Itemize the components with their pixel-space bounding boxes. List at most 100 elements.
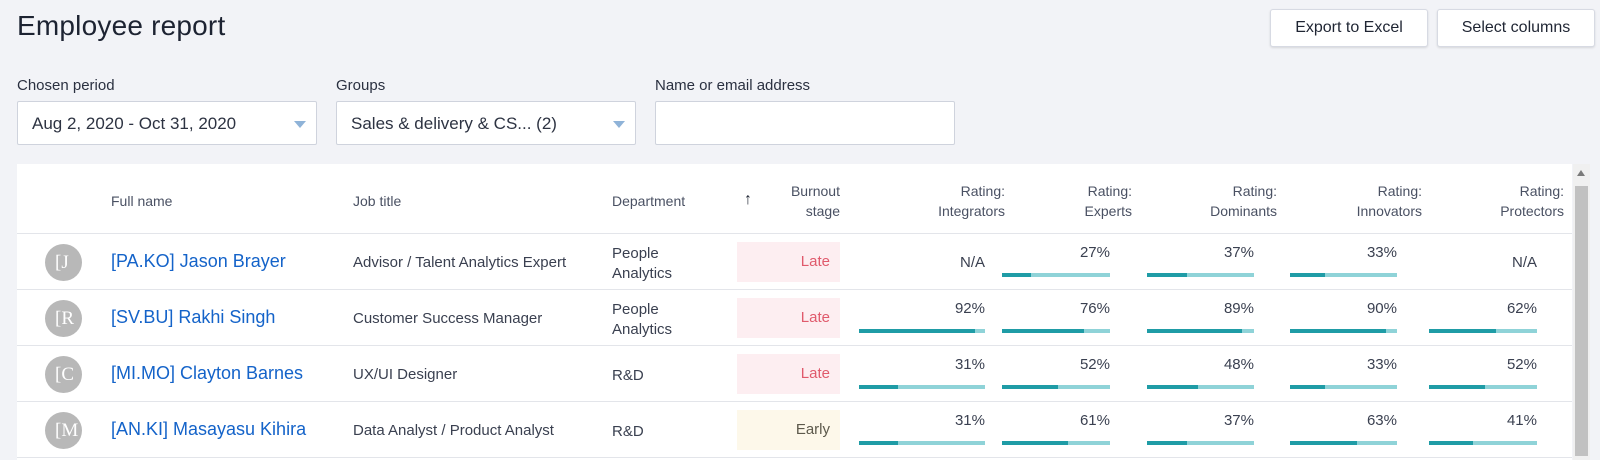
scroll-up-icon[interactable] — [1577, 170, 1585, 176]
rating-bar-track — [859, 441, 985, 445]
rating-bar-fill — [1002, 329, 1085, 333]
groups-select-value: Sales & delivery & CS... (2) — [351, 114, 557, 133]
employee-name-link[interactable]: [MI.MO] Clayton Barnes — [111, 363, 304, 383]
table-row: [M [AN.KI] Masayasu Kihira Data Analyst / … — [17, 402, 1572, 458]
rating-protectors: 62% — [1429, 300, 1537, 336]
rating-bar-fill — [1147, 329, 1243, 333]
rating-experts-value: 61% — [1079, 412, 1110, 429]
rating-integrators: 31% — [859, 412, 985, 448]
rating-integrators-value: 31% — [954, 356, 985, 373]
rating-protectors-value: 41% — [1506, 412, 1537, 429]
rating-integrators: 92% — [859, 300, 985, 336]
avatar: [M — [45, 412, 82, 449]
period-select-value: Aug 2, 2020 - Oct 31, 2020 — [32, 114, 237, 133]
job-title: Advisor / Talent Analytics Expert — [353, 254, 567, 271]
groups-select[interactable]: Sales & delivery & CS... (2) — [336, 101, 636, 145]
select-columns-button[interactable]: Select columns — [1437, 9, 1595, 47]
burnout-stage-badge: Late — [737, 354, 840, 394]
rating-bar-track — [1002, 441, 1110, 445]
rating-innovators: 33% — [1290, 356, 1397, 392]
rating-bar-fill — [1147, 273, 1187, 277]
page-title: Employee report — [17, 10, 226, 41]
rating-integrators-value: N/A — [959, 254, 985, 271]
rating-experts: 27% — [1002, 244, 1110, 280]
rating-dominants-value: 37% — [1223, 412, 1254, 429]
rating-experts: 61% — [1002, 412, 1110, 448]
table-header: Full name Job title Department ↑ Burnout… — [17, 164, 1572, 234]
name-email-input[interactable] — [655, 101, 955, 145]
rating-bar-track — [859, 329, 985, 333]
rating-dominants: 48% — [1147, 356, 1254, 392]
employee-name-link[interactable]: [PA.KO] Jason Brayer — [111, 251, 286, 271]
table-row: [C [MI.MO] Clayton Barnes UX/UI Designer R&… — [17, 346, 1572, 402]
rating-bar-fill — [1147, 441, 1187, 445]
header-rating-protectors[interactable]: Rating: Protectors — [1500, 183, 1564, 219]
burnout-stage-badge: Early — [737, 410, 840, 450]
rating-bar-track — [1002, 329, 1110, 333]
period-select[interactable]: Aug 2, 2020 - Oct 31, 2020 — [17, 101, 317, 145]
rating-bar-fill — [1429, 441, 1474, 445]
job-title: Data Analyst / Product Analyst — [353, 422, 554, 439]
burnout-stage-badge: Late — [737, 242, 840, 282]
rating-dominants: 89% — [1147, 300, 1254, 336]
rating-bar-fill — [1429, 385, 1486, 389]
header-job-title[interactable]: Job title — [353, 193, 402, 209]
rating-innovators-value: 33% — [1366, 244, 1397, 261]
rating-innovators-value: 90% — [1366, 300, 1397, 317]
rating-protectors: 52% — [1429, 356, 1537, 392]
rating-bar-fill — [1002, 441, 1068, 445]
rating-bar-track — [1290, 273, 1397, 277]
rating-innovators-value: 33% — [1366, 356, 1397, 373]
department: People Analytics — [612, 301, 673, 338]
header-rating-dominants[interactable]: Rating: Dominants — [1210, 183, 1277, 219]
rating-bar-track — [1147, 385, 1254, 389]
department: R&D — [612, 367, 644, 384]
rating-protectors-value: 62% — [1506, 300, 1537, 317]
avatar: [C — [45, 356, 82, 393]
rating-bar-fill — [1290, 273, 1326, 277]
rating-bar-fill — [1002, 385, 1059, 389]
period-label: Chosen period — [17, 77, 115, 94]
employee-name-link[interactable]: [SV.BU] Rakhi Singh — [111, 307, 276, 327]
avatar: [J — [45, 244, 82, 281]
employee-table: Full name Job title Department ↑ Burnout… — [17, 164, 1572, 460]
rating-innovators: 63% — [1290, 412, 1397, 448]
arrow-up-icon[interactable]: ↑ — [744, 191, 752, 208]
rating-bar-fill — [1290, 329, 1387, 333]
burnout-stage-badge: Late — [737, 298, 840, 338]
rating-bar-fill — [1002, 273, 1032, 277]
header-rating-innovators[interactable]: Rating: Innovators — [1356, 183, 1422, 219]
rating-bar-fill — [1147, 385, 1199, 389]
rating-bar-fill — [859, 329, 975, 333]
rating-protectors-value: 52% — [1506, 356, 1537, 373]
employee-name-link[interactable]: [AN.KI] Masayasu Kihira — [111, 419, 307, 439]
caret-down-icon — [613, 121, 625, 128]
rating-innovators: 33% — [1290, 244, 1397, 280]
rating-integrators: 31% — [859, 356, 985, 392]
rating-bar-track — [1290, 329, 1397, 333]
header-department[interactable]: Department — [612, 193, 686, 209]
groups-label: Groups — [336, 77, 386, 94]
header-rating-experts[interactable]: Rating: Experts — [1084, 183, 1132, 219]
table-row: [R [SV.BU] Rakhi Singh Customer Success Ma… — [17, 290, 1572, 346]
header-burnout-stage[interactable]: Burnout stage — [790, 183, 840, 219]
caret-down-icon — [294, 121, 306, 128]
rating-dominants-value: 89% — [1223, 300, 1254, 317]
rating-bar-track — [859, 385, 985, 389]
table-row: [J [PA.KO] Jason Brayer Advisor / Talent A… — [17, 234, 1572, 290]
rating-dominants: 37% — [1147, 412, 1254, 448]
rating-bar-track — [1002, 273, 1110, 277]
rating-experts-value: 52% — [1079, 356, 1110, 373]
rating-bar-fill — [1429, 329, 1496, 333]
avatar: [R — [45, 300, 82, 337]
header-full-name[interactable]: Full name — [111, 193, 173, 209]
rating-bar-track — [1290, 441, 1397, 445]
vertical-scrollbar[interactable] — [1573, 164, 1590, 460]
job-title: Customer Success Manager — [353, 310, 543, 327]
scroll-thumb[interactable] — [1575, 186, 1588, 456]
export-to-excel-button[interactable]: Export to Excel — [1270, 9, 1428, 47]
rating-bar-track — [1429, 385, 1537, 389]
header-rating-integrators[interactable]: Rating: Integrators — [938, 183, 1005, 219]
rating-dominants-value: 37% — [1223, 244, 1254, 261]
rating-bar-track — [1147, 441, 1254, 445]
